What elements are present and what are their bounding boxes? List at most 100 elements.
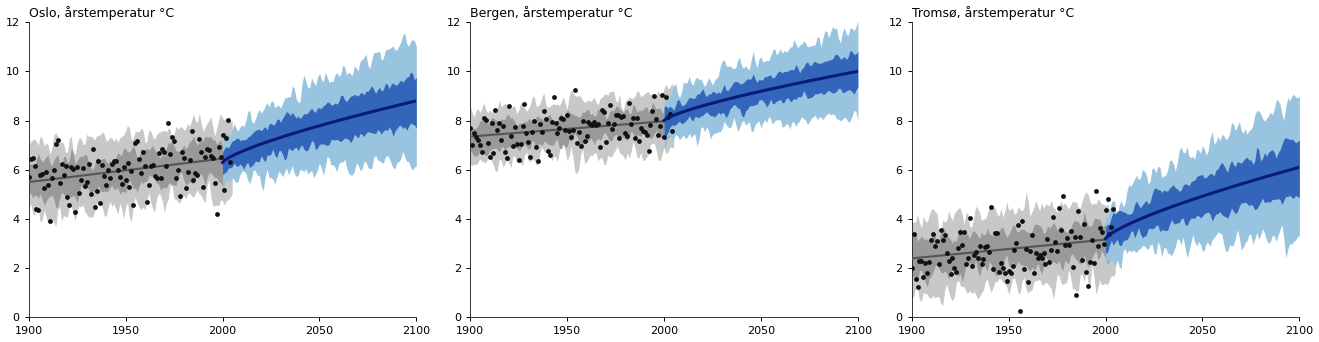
Point	[492, 124, 513, 129]
Point	[1075, 269, 1096, 275]
Point	[1078, 283, 1099, 288]
Point	[905, 276, 926, 282]
Point	[653, 134, 674, 140]
Point	[175, 185, 197, 190]
Point	[138, 183, 160, 188]
Point	[1091, 229, 1112, 234]
Point	[59, 202, 80, 208]
Point	[1066, 293, 1087, 298]
Point	[32, 171, 53, 177]
Point	[142, 162, 164, 168]
Point	[613, 114, 634, 119]
Point	[36, 169, 57, 175]
Point	[959, 215, 980, 221]
Point	[1033, 251, 1054, 256]
Point	[146, 176, 168, 181]
Point	[1101, 224, 1122, 229]
Point	[561, 134, 582, 140]
Point	[115, 177, 136, 183]
Point	[979, 249, 1000, 254]
Point	[971, 261, 992, 266]
Point	[528, 158, 549, 163]
Point	[1068, 209, 1089, 214]
Point	[1006, 240, 1028, 246]
Point	[98, 168, 119, 173]
Point	[127, 138, 148, 144]
Point	[516, 130, 537, 136]
Point	[907, 285, 929, 290]
Point	[955, 262, 976, 267]
Point	[65, 210, 86, 215]
Point	[140, 163, 161, 169]
Point	[1035, 261, 1057, 266]
Point	[987, 231, 1008, 236]
Point	[67, 164, 88, 170]
Point	[1099, 232, 1120, 237]
Point	[1095, 207, 1116, 213]
Point	[499, 103, 520, 109]
Point	[539, 152, 561, 158]
Point	[111, 182, 132, 187]
Point	[181, 128, 202, 134]
Point	[489, 120, 510, 126]
Point	[1028, 255, 1049, 261]
Point	[562, 128, 583, 133]
Point	[1060, 228, 1082, 234]
Point	[929, 262, 950, 267]
Point	[553, 116, 574, 121]
Point	[984, 231, 1005, 236]
Point	[69, 190, 90, 196]
Point	[113, 165, 135, 170]
Point	[545, 120, 566, 126]
Point	[646, 116, 667, 121]
Point	[996, 278, 1017, 284]
Point	[969, 243, 991, 249]
Text: Oslo, årstemperatur °C: Oslo, årstemperatur °C	[29, 5, 174, 19]
Point	[24, 163, 45, 168]
Point	[132, 149, 153, 155]
Point	[136, 200, 157, 205]
Point	[644, 94, 665, 99]
Point	[904, 231, 925, 237]
Point	[191, 149, 212, 155]
Point	[491, 137, 512, 142]
Point	[70, 177, 91, 183]
Point	[82, 146, 103, 152]
Point	[90, 200, 111, 205]
Point	[541, 119, 562, 124]
Point	[590, 144, 611, 150]
Point	[520, 154, 541, 159]
Point	[615, 130, 636, 136]
Point	[657, 114, 678, 120]
Point	[495, 149, 516, 155]
Point	[37, 182, 58, 188]
Point	[938, 259, 959, 264]
Point	[558, 128, 579, 133]
Point	[962, 263, 983, 268]
Point	[576, 133, 598, 139]
Point	[154, 149, 175, 155]
Point	[1043, 214, 1064, 219]
Point	[198, 147, 219, 153]
Point	[96, 183, 117, 188]
Point	[656, 94, 677, 100]
Point	[977, 244, 998, 249]
Point	[948, 245, 969, 251]
Point	[471, 149, 492, 155]
Point	[1039, 260, 1060, 265]
Point	[584, 119, 605, 124]
Point	[650, 124, 671, 129]
Point	[642, 108, 663, 114]
Point	[640, 122, 661, 128]
Point	[466, 134, 487, 140]
Point	[477, 141, 499, 146]
Point	[572, 118, 594, 123]
Point	[940, 271, 962, 277]
Point	[1046, 248, 1067, 254]
Point	[47, 137, 69, 143]
Point	[547, 131, 568, 136]
Point	[512, 123, 533, 129]
Point	[57, 194, 78, 200]
Point	[506, 141, 528, 146]
Point	[1064, 235, 1086, 240]
